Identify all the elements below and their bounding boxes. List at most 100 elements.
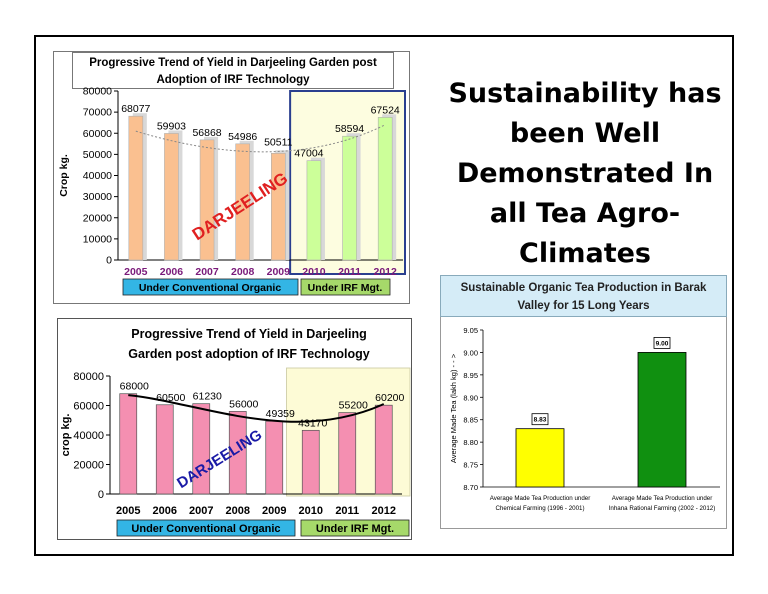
x-tick-label-line-2: Chemical Farming (1996 - 2001) (495, 505, 584, 512)
data-label: 47004 (294, 148, 323, 160)
slide-headline: Sustainability has been Well Demonstrate… (448, 78, 722, 269)
bar (271, 152, 286, 261)
data-label: 55200 (339, 400, 368, 412)
x-tick-label: 2012 (374, 266, 398, 278)
x-tick-label: 2012 (372, 505, 396, 517)
group-label-irf: Under IRF Mgt. (316, 523, 394, 535)
data-label: 60200 (375, 392, 404, 404)
data-label: 43170 (298, 417, 327, 429)
y-axis-label: Average Made Tea (lakh kg) - - > (449, 353, 458, 463)
y-axis-label: crop kg. (60, 414, 72, 457)
y-tick-label: 40000 (73, 430, 104, 442)
y-tick-label: 8.70 (463, 483, 478, 492)
group-label-conventional: Under Conventional Organic (139, 282, 282, 294)
x-tick-label: 2011 (338, 266, 361, 278)
data-label: 9.00 (656, 340, 669, 347)
x-tick-label-line-1: Average Made Tea Production under (612, 495, 713, 502)
data-label: 59903 (157, 120, 186, 132)
bar (265, 420, 284, 495)
trend-line (135, 124, 386, 153)
y-tick-label: 30000 (83, 191, 112, 203)
bar (342, 135, 357, 261)
y-tick-label: 0 (98, 489, 104, 501)
bar (235, 143, 250, 261)
data-label: 68077 (121, 103, 150, 115)
y-tick-label: 8.80 (463, 438, 478, 447)
y-tick-label: 8.90 (463, 393, 478, 402)
group-box-irf (300, 278, 391, 296)
group-label-conventional: Under Conventional Organic (131, 523, 280, 535)
x-tick-label-line-2: Inhana Rational Farming (2002 - 2012) (609, 505, 716, 512)
x-tick-label: 2009 (262, 505, 286, 517)
bar (155, 404, 174, 495)
bar (199, 139, 215, 261)
y-tick-label: 70000 (83, 107, 112, 119)
y-tick-label: 8.85 (463, 416, 478, 425)
x-tick-label: 2006 (160, 266, 184, 278)
chart-1-plot: 0 10000 20000 30000 40000 50000 60000 70000 8000… (58, 86, 406, 296)
data-label: 49359 (266, 408, 295, 420)
bar (374, 404, 393, 495)
y-tick-label: 80000 (83, 86, 112, 98)
x-tick-label: 2005 (116, 505, 140, 517)
data-label: 54986 (228, 131, 257, 143)
bar (377, 117, 393, 261)
darjeeling-annotation: DARJEELING (174, 426, 265, 492)
bar (338, 412, 357, 495)
data-label: 61230 (193, 391, 222, 403)
x-tick-label: 2006 (153, 505, 177, 517)
bar (228, 411, 247, 495)
y-tick-label: 50000 (83, 149, 112, 161)
bar (637, 352, 687, 488)
data-label: 58594 (335, 123, 364, 135)
y-tick-label: 60000 (83, 128, 112, 140)
y-tick-label: 80000 (73, 371, 104, 383)
bar (164, 133, 179, 261)
bar (192, 403, 211, 495)
group-label-irf: Under IRF Mgt. (308, 282, 383, 294)
bar (128, 115, 144, 261)
group-box-conventional (122, 278, 299, 296)
chart-1-title: Progressive Trend of Yield in Darjeeling… (72, 52, 394, 89)
x-tick-label-line-1: Average Made Tea Production under (490, 495, 591, 502)
data-label: 8.83 (534, 417, 547, 424)
chart-2-plot: 0 20000 40000 60000 80000 crop kg. 68000 2005 60… (60, 367, 411, 537)
x-tick-label: 2008 (231, 266, 255, 278)
x-tick-label: 2010 (299, 505, 323, 517)
slide-frame (34, 35, 734, 556)
data-label: 56000 (229, 398, 258, 410)
bar (515, 428, 565, 488)
data-label-box (531, 413, 549, 426)
x-tick-label: 2008 (226, 505, 250, 517)
group-box-irf (300, 519, 410, 537)
data-label: 56868 (192, 127, 221, 139)
data-label: 67524 (371, 104, 400, 116)
group-box-conventional (116, 519, 296, 537)
y-tick-label: 60000 (73, 401, 104, 413)
y-axis-label: Crop kg. (58, 154, 70, 197)
x-tick-label: 2010 (302, 266, 326, 278)
y-tick-label: 8.75 (463, 461, 478, 470)
x-tick-label: 2009 (267, 266, 291, 278)
y-tick-label: 9.00 (463, 348, 478, 357)
y-tick-label: 20000 (83, 212, 112, 224)
x-tick-label: 2011 (335, 505, 359, 517)
data-label-box (653, 337, 671, 349)
y-tick-label: 8.95 (463, 371, 478, 380)
chart-2-title: Progressive Trend of Yield in Darjeeling… (128, 327, 370, 361)
bar (119, 393, 138, 495)
x-tick-label: 2007 (189, 505, 213, 517)
bar (306, 160, 322, 261)
y-tick-label: 20000 (73, 460, 104, 472)
x-tick-label: 2007 (195, 266, 219, 278)
y-tick-label: 10000 (83, 233, 112, 245)
trend-line (128, 394, 385, 423)
chart-3-title: Sustainable Organic Tea Production in Ba… (440, 275, 727, 317)
y-tick-label: 9.05 (463, 326, 478, 335)
x-tick-label: 2005 (124, 266, 148, 278)
bar (301, 429, 320, 495)
y-tick-label: 40000 (83, 170, 112, 182)
chart-3-plot: 8.70 8.75 8.80 8.85 8.90 8.95 9.00 9.05 Average … (449, 326, 720, 512)
data-label: 50511 (264, 136, 293, 148)
data-label: 68000 (120, 381, 149, 393)
